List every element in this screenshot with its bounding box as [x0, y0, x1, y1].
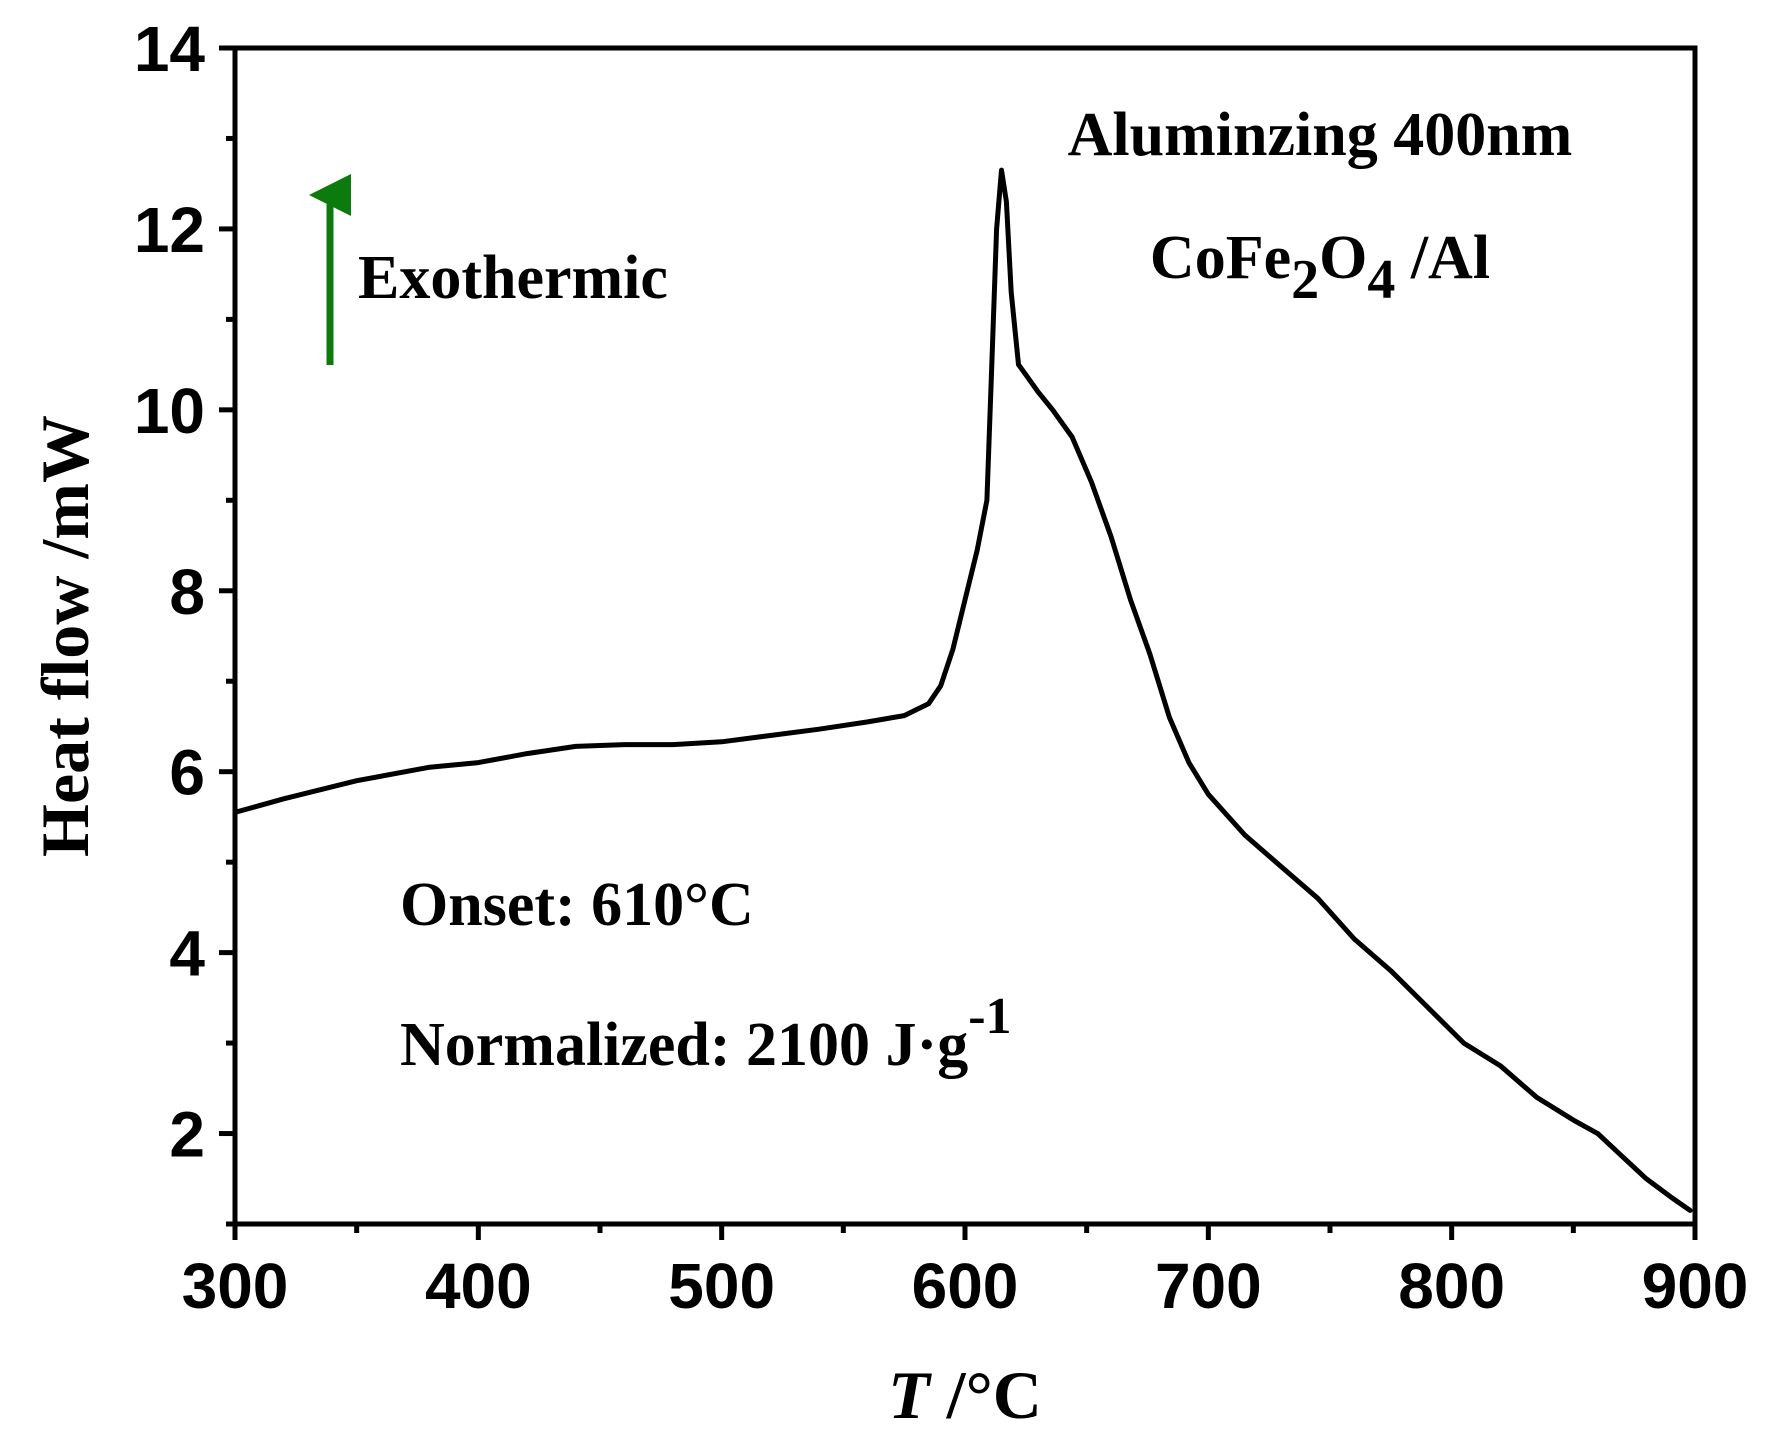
- x-tick-label: 700: [1155, 1250, 1262, 1322]
- x-tick-label: 600: [912, 1250, 1019, 1322]
- x-axis: 300 400 500 600 700 800 900: [182, 1224, 1749, 1322]
- sample-label-line2: CoFe2O4 /Al: [1150, 224, 1490, 311]
- series-layer: [232, 167, 1693, 1213]
- y-tick-label: 12: [134, 194, 205, 266]
- y-tick-label: 6: [169, 737, 205, 809]
- exothermic-label: Exothermic: [358, 244, 668, 312]
- y-tick-label: 4: [169, 918, 205, 990]
- x-tick-label: 500: [668, 1250, 775, 1322]
- onset-annotation: Onset: 610°C: [400, 871, 754, 939]
- y-tick-label: 10: [134, 375, 205, 447]
- normalized-annotation: Normalized: 2100 J·g-1: [400, 988, 1012, 1079]
- y-axis: 2 4 6 8 10 12 14: [134, 13, 235, 1227]
- y-tick-label: 14: [134, 13, 206, 85]
- sample-label-line1: Aluminzing 400nm: [1068, 101, 1573, 169]
- x-tick-label: 900: [1642, 1250, 1749, 1322]
- y-tick-label: 2: [169, 1099, 205, 1171]
- x-tick-label: 400: [425, 1250, 532, 1322]
- y-tick-label: 8: [169, 556, 205, 628]
- x-tick-label: 800: [1398, 1250, 1505, 1322]
- series-line-0: [232, 167, 1693, 1213]
- x-axis-title: T /°C: [888, 1357, 1042, 1429]
- y-axis-title: Heat flow /mW: [27, 415, 103, 857]
- x-tick-label: 300: [182, 1250, 289, 1322]
